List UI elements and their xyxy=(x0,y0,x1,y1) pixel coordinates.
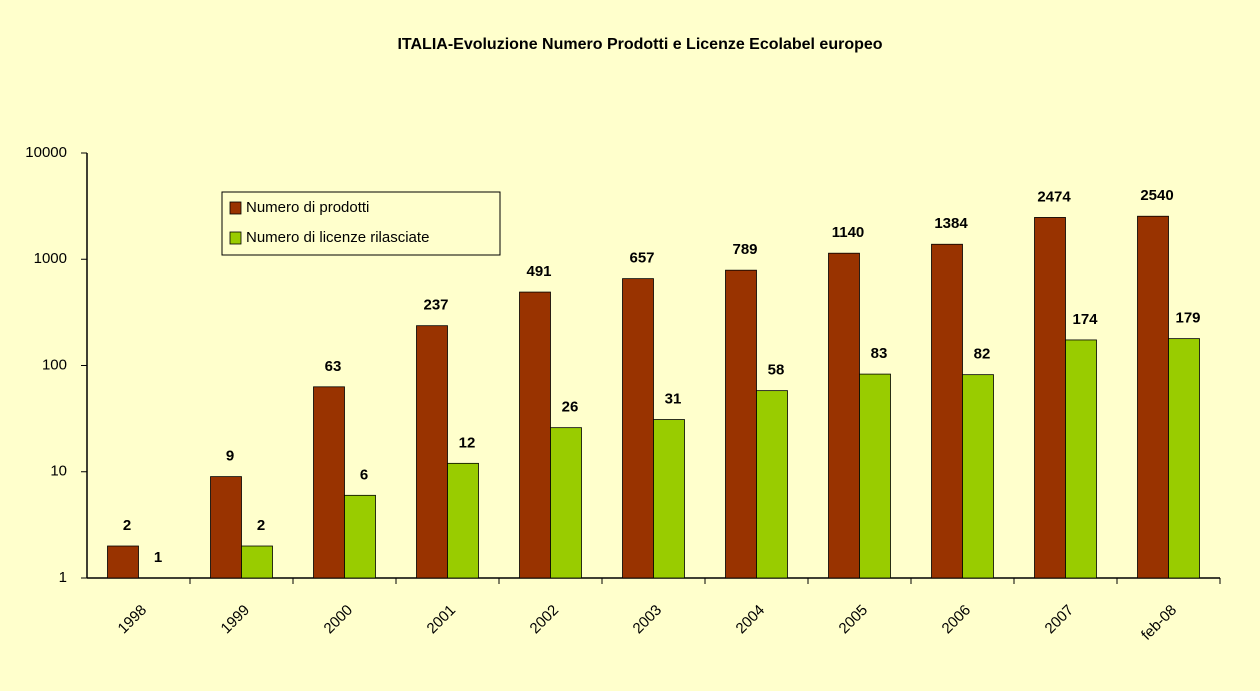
legend-label: Numero di licenze rilasciate xyxy=(246,229,429,246)
y-tick-label: 100 xyxy=(42,356,67,373)
bar xyxy=(1065,339,1097,579)
bar xyxy=(725,269,757,579)
bar xyxy=(107,545,139,579)
legend-swatch xyxy=(229,201,242,215)
value-label: 1140 xyxy=(832,224,865,241)
value-label: 2474 xyxy=(1037,188,1071,205)
bar xyxy=(1137,215,1169,579)
value-label: 63 xyxy=(325,358,342,375)
bar xyxy=(313,386,345,579)
value-label: 6 xyxy=(360,466,368,483)
bar xyxy=(653,419,685,579)
y-tick-label: 1 xyxy=(59,569,67,586)
value-label: 58 xyxy=(768,362,785,379)
bar xyxy=(416,325,448,579)
value-label: 31 xyxy=(665,391,682,408)
bar xyxy=(931,243,963,579)
bar xyxy=(344,494,376,579)
bar xyxy=(756,390,788,579)
bar xyxy=(859,373,891,579)
value-label: 2 xyxy=(123,517,131,534)
bar xyxy=(1168,338,1200,579)
bar xyxy=(1034,217,1066,579)
bar xyxy=(550,427,582,579)
value-label: 83 xyxy=(871,345,888,362)
bar xyxy=(241,545,273,579)
legend-box xyxy=(221,191,501,256)
value-label: 1384 xyxy=(934,215,968,232)
value-label: 179 xyxy=(1175,310,1200,327)
y-tick-label: 10 xyxy=(50,463,67,480)
value-label: 2540 xyxy=(1140,187,1173,204)
bar xyxy=(519,291,551,579)
bar xyxy=(828,252,860,579)
legend-label: Numero di prodotti xyxy=(246,199,369,216)
value-label: 789 xyxy=(732,241,757,258)
chart-title: ITALIA-Evoluzione Numero Prodotti e Lice… xyxy=(397,36,882,53)
value-label: 237 xyxy=(423,297,448,314)
value-label: 657 xyxy=(629,250,654,267)
bar xyxy=(447,462,479,579)
legend-swatch xyxy=(229,231,242,245)
bar xyxy=(962,374,994,579)
y-tick-label: 10000 xyxy=(25,144,67,161)
value-label: 82 xyxy=(974,346,991,363)
value-label: 2 xyxy=(257,517,265,534)
bar xyxy=(210,476,242,579)
bar xyxy=(622,278,654,579)
value-label: 26 xyxy=(562,399,579,416)
value-label: 9 xyxy=(226,448,234,465)
y-tick-label: 1000 xyxy=(34,250,67,267)
value-label: 174 xyxy=(1072,311,1098,328)
value-label: 491 xyxy=(526,263,551,280)
value-label: 12 xyxy=(459,434,476,451)
value-label: 1 xyxy=(154,549,162,566)
